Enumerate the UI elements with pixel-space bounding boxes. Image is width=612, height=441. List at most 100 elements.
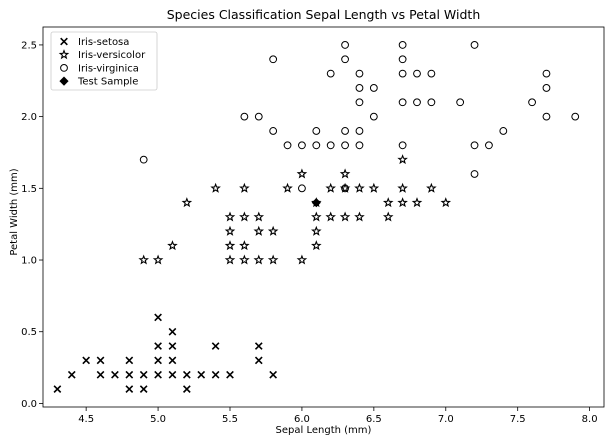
virginica-point xyxy=(398,69,407,78)
setosa-point xyxy=(154,342,162,350)
versicolor-point xyxy=(224,211,236,222)
virginica-point xyxy=(326,69,335,78)
setosa-point xyxy=(168,370,177,379)
x-tick-label: 7.0 xyxy=(438,414,454,425)
x-tick-label: 7.5 xyxy=(510,414,526,425)
chart-title: Species Classification Sepal Length vs P… xyxy=(167,7,481,22)
virginica-point xyxy=(341,127,349,135)
virginica-point xyxy=(542,69,551,78)
setosa-point xyxy=(182,385,191,393)
legend-box xyxy=(50,31,158,91)
x-tick-label: 8.0 xyxy=(582,414,598,425)
versicolor-point xyxy=(282,182,293,193)
virginica-point xyxy=(499,127,508,135)
virginica-point xyxy=(369,84,378,92)
setosa-point xyxy=(154,370,162,379)
virginica-point xyxy=(542,112,551,121)
versicolor-point xyxy=(224,254,236,265)
versicolor-point xyxy=(267,254,279,265)
versicolor-point xyxy=(397,197,408,208)
versicolor-point xyxy=(440,197,452,208)
virginica-point xyxy=(326,141,335,150)
legend-label: Test Sample xyxy=(77,77,138,88)
virginica-point xyxy=(341,184,349,193)
virginica-point xyxy=(240,112,249,121)
virginica-point xyxy=(427,69,436,78)
versicolor-point xyxy=(339,211,351,222)
setosa-point xyxy=(154,356,162,365)
setosa-point xyxy=(125,385,134,393)
setosa-point xyxy=(197,370,206,379)
setosa-point xyxy=(254,356,263,365)
versicolor-point xyxy=(311,225,322,236)
versicolor-point xyxy=(397,154,408,165)
legend-label: Iris-setosa xyxy=(78,37,129,48)
versicolor-point xyxy=(239,211,250,222)
y-tick-label: 1.0 xyxy=(21,256,37,267)
versicolor-point xyxy=(152,254,164,265)
setosa-point xyxy=(67,370,76,379)
virginica-point xyxy=(398,141,407,150)
virginica-point xyxy=(470,141,479,150)
virginica-point xyxy=(571,112,580,121)
versicolor-point xyxy=(138,254,149,265)
setosa-point xyxy=(226,370,234,379)
virginica-point xyxy=(398,98,407,107)
virginica-point xyxy=(355,69,364,78)
y-tick-label: 2.0 xyxy=(21,112,37,123)
versicolor-point xyxy=(354,182,365,193)
legend-marker xyxy=(60,64,68,72)
versicolor-point xyxy=(210,182,221,193)
virginica-point xyxy=(470,170,479,178)
legend-marker xyxy=(60,37,68,46)
setosa-point xyxy=(111,370,119,379)
virginica-point xyxy=(139,155,148,164)
setosa-point xyxy=(182,370,191,379)
versicolor-point xyxy=(296,254,308,265)
y-tick-label: 1.5 xyxy=(21,184,37,195)
setosa-point xyxy=(168,356,177,365)
virginica-point xyxy=(283,141,292,150)
virginica-point xyxy=(341,55,349,64)
axes-frame xyxy=(42,26,605,408)
legend: Iris-setosa Iris-versicolor Iris-virginica… xyxy=(50,31,158,91)
versicolor-point xyxy=(311,240,322,251)
setosa-point xyxy=(254,342,263,350)
versicolor-point xyxy=(354,211,365,222)
setosa-point xyxy=(269,370,278,379)
virginica-point xyxy=(341,141,349,150)
virginica-point xyxy=(398,55,407,64)
setosa-point xyxy=(53,385,62,393)
virginica-point xyxy=(269,55,278,64)
virginica-point xyxy=(298,141,306,150)
virginica-point xyxy=(269,127,278,135)
versicolor-point xyxy=(382,211,394,222)
y-axis-label: Petal Width (mm) xyxy=(9,168,20,255)
versicolor-point xyxy=(253,225,265,236)
virginica-point xyxy=(427,98,436,107)
legend-label: Iris-virginica xyxy=(78,63,139,74)
virginica-point xyxy=(456,98,465,107)
versicolor-point xyxy=(224,240,236,251)
x-tick-label: 6.5 xyxy=(366,414,382,425)
legend-marker xyxy=(59,76,69,86)
versicolor-point xyxy=(339,168,351,179)
y-tick-label: 0.5 xyxy=(21,327,37,338)
virginica-point xyxy=(312,141,321,150)
versicolor-point xyxy=(239,182,250,193)
versicolor-point xyxy=(267,225,279,236)
virginica-point xyxy=(413,69,421,78)
versicolor-point xyxy=(167,240,178,251)
virginica-point xyxy=(312,127,321,135)
virginica-point xyxy=(413,98,421,107)
x-axis-label: Sepal Length (mm) xyxy=(276,425,372,436)
versicolor-point xyxy=(253,211,265,222)
versicolor-point xyxy=(325,211,336,222)
setosa-point xyxy=(211,342,220,350)
versicolor-point xyxy=(382,197,394,208)
test-sample-point xyxy=(311,198,321,208)
versicolor-point xyxy=(239,240,250,251)
legend-label: Iris-versicolor xyxy=(78,50,146,61)
versicolor-point xyxy=(224,225,236,236)
versicolor-point xyxy=(368,182,380,193)
